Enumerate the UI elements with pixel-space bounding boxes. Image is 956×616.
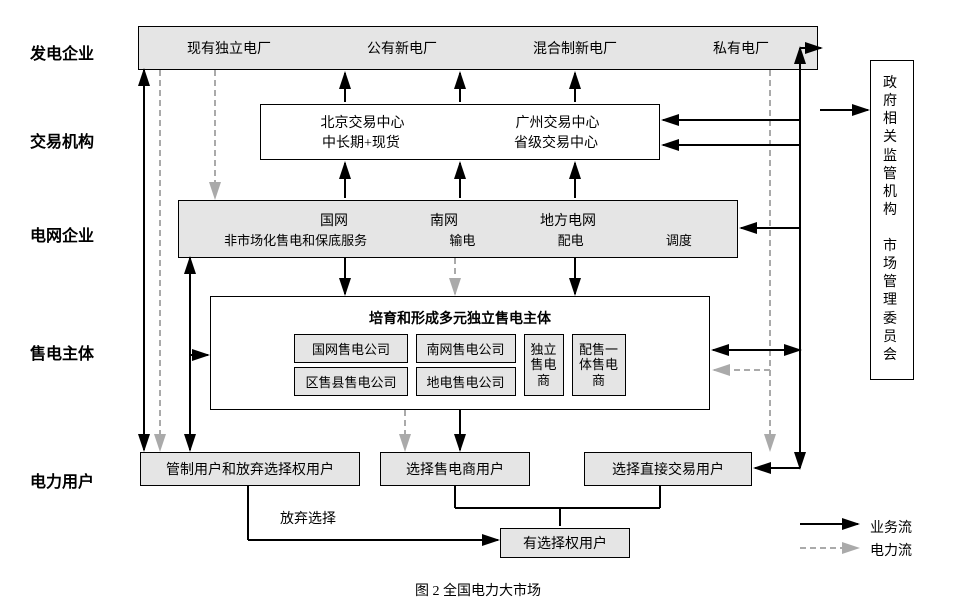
label-row2: 交易机构	[30, 128, 94, 152]
user-3: 选择直接交易用户	[584, 452, 752, 486]
box-sellers: 培育和形成多元独立售电主体 国网售电公司 区售县售电公司 南网售电公司 地电售电…	[210, 296, 710, 410]
seller-b6: 地电售电公司	[416, 367, 516, 396]
grid-d: 非市场化售电和保底服务	[224, 230, 367, 249]
grid-c: 地方电网	[540, 210, 596, 230]
grid-f: 配电	[558, 230, 584, 249]
abandon-label: 放弃选择	[280, 508, 336, 528]
box-grid: 国网 南网 地方电网 非市场化售电和保底服务 输电 配电 调度	[178, 200, 738, 258]
caption: 图 2 全国电力大市场	[0, 580, 956, 600]
gen-c2: 公有新电厂	[367, 38, 437, 58]
user-1: 管制用户和放弃选择权用户	[140, 452, 360, 486]
trade-c: 中长期+现货	[322, 132, 400, 152]
seller-b2: 南网售电公司	[416, 334, 516, 363]
seller-b1: 国网售电公司	[294, 334, 407, 363]
legend-biz: 业务流	[870, 517, 912, 537]
legend-pwr: 电力流	[870, 540, 912, 560]
sidebar-gov: 政府相关监管机构 市场管理委员会	[870, 60, 914, 380]
gov-2: 市场管理委员会	[883, 238, 901, 365]
box-generation: 现有独立电厂 公有新电厂 混合制新电厂 私有电厂	[138, 26, 818, 70]
seller-b3: 独立售电商	[524, 334, 564, 396]
grid-g: 调度	[666, 230, 692, 249]
user-choice: 有选择权用户	[500, 528, 630, 558]
label-row1: 发电企业	[30, 40, 94, 64]
label-row3: 电网企业	[30, 222, 94, 246]
label-row4: 售电主体	[30, 340, 94, 364]
gen-c1: 现有独立电厂	[187, 38, 271, 58]
grid-e: 输电	[449, 230, 475, 249]
trade-a: 北京交易中心	[321, 112, 405, 132]
seller-b5: 区售县售电公司	[294, 367, 407, 396]
seller-b4: 配售一体售电商	[572, 334, 626, 396]
grid-a: 国网	[320, 210, 348, 230]
trade-b: 广州交易中心	[516, 112, 600, 132]
label-row5: 电力用户	[30, 468, 94, 492]
box-trading: 北京交易中心 广州交易中心 中长期+现货 省级交易中心	[260, 104, 660, 160]
gov-1: 政府相关监管机构	[883, 75, 901, 221]
gen-c3: 混合制新电厂	[533, 38, 617, 58]
gen-c4: 私有电厂	[713, 38, 769, 58]
grid-b: 南网	[430, 210, 458, 230]
sellers-title: 培育和形成多元独立售电主体	[369, 308, 551, 328]
trade-d: 省级交易中心	[514, 132, 598, 152]
user-2: 选择售电商用户	[380, 452, 530, 486]
